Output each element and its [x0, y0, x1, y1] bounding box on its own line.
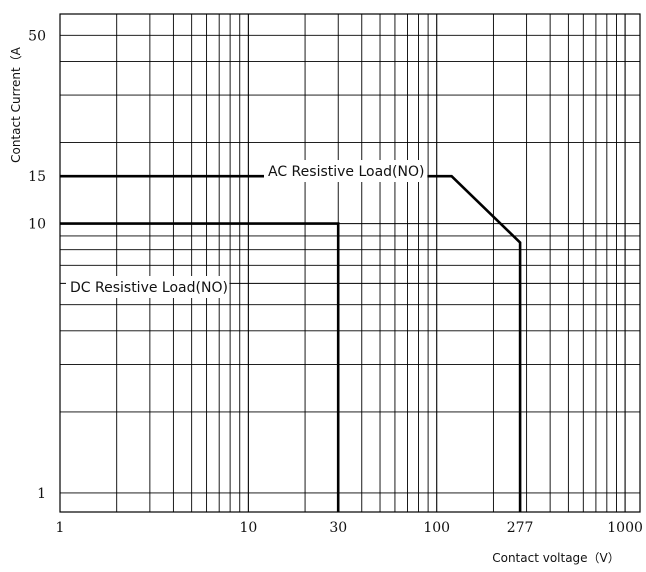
- x-tick-label: 30: [329, 520, 347, 536]
- series-line-dc: [60, 222, 340, 512]
- series-label-dc: DC Resistive Load(NO): [70, 280, 228, 296]
- x-tick-label: 1: [56, 520, 65, 536]
- x-tick-label: 10: [239, 520, 257, 536]
- x-tick-labels: 1 10 30 100 277 1000: [56, 520, 643, 536]
- y-tick-label: 50: [28, 28, 46, 44]
- y-tick-label: 1: [37, 486, 46, 502]
- series-labels: AC Resistive Load(NO) DC Resistive Load(N…: [66, 160, 428, 298]
- y-tick-label: 15: [28, 169, 46, 185]
- series-label-ac: AC Resistive Load(NO): [268, 164, 424, 180]
- x-axis-label: Contact voltage（V）: [492, 551, 620, 565]
- y-tick-labels: 1 10 15 50: [28, 28, 46, 502]
- series-line-ac: [60, 174, 522, 512]
- y-axis-label: Contact Current（A: [9, 46, 23, 163]
- series-label-bg: [66, 276, 230, 298]
- x-tick-label: 100: [423, 520, 450, 536]
- x-tick-label: 1000: [607, 520, 643, 536]
- x-tick-label: 277: [507, 520, 534, 536]
- plot-frame: [59, 13, 641, 513]
- y-tick-label: 10: [28, 217, 46, 233]
- series-group: [60, 174, 522, 512]
- series-label-bg: [264, 160, 428, 182]
- grid: [59, 13, 641, 513]
